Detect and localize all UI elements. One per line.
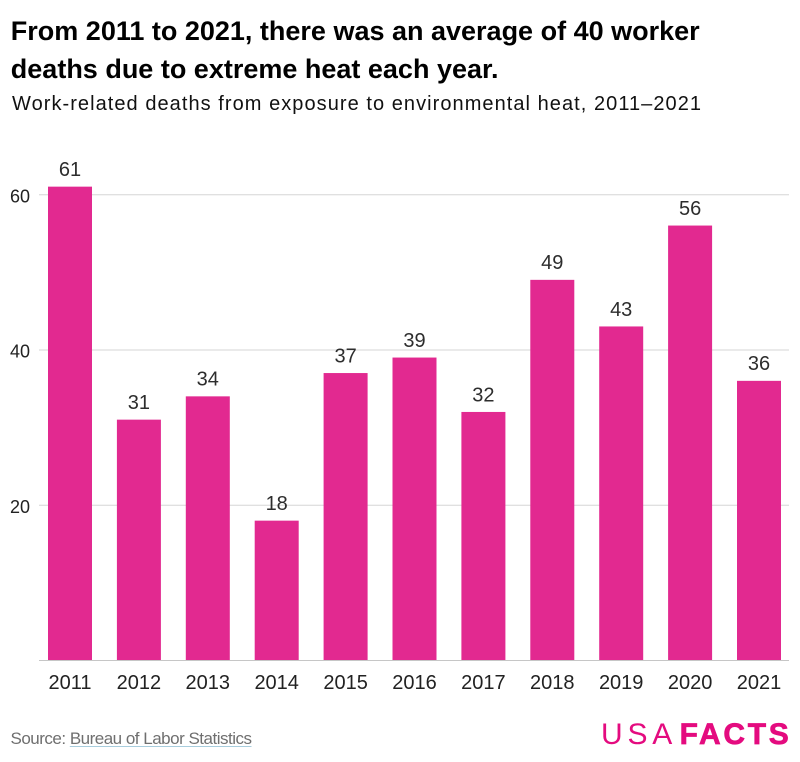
svg-text:2012: 2012 [117, 672, 162, 694]
svg-text:37: 37 [334, 345, 356, 367]
svg-text:43: 43 [610, 299, 632, 321]
svg-text:34: 34 [197, 369, 219, 391]
svg-text:2016: 2016 [392, 672, 437, 694]
svg-text:31: 31 [128, 392, 150, 414]
svg-text:60: 60 [10, 186, 30, 206]
svg-text:2011: 2011 [48, 672, 91, 694]
svg-text:40: 40 [10, 342, 30, 362]
svg-text:2014: 2014 [254, 672, 299, 694]
svg-text:36: 36 [748, 353, 770, 375]
svg-text:61: 61 [59, 159, 81, 181]
svg-text:20: 20 [10, 497, 30, 517]
svg-text:2018: 2018 [530, 672, 575, 694]
svg-text:2017: 2017 [461, 672, 506, 694]
svg-text:18: 18 [266, 493, 288, 515]
svg-text:2020: 2020 [668, 672, 713, 694]
svg-text:2013: 2013 [186, 672, 231, 694]
svg-text:39: 39 [403, 330, 425, 352]
svg-text:49: 49 [541, 252, 563, 274]
svg-text:2015: 2015 [323, 672, 368, 694]
svg-text:32: 32 [472, 384, 494, 406]
svg-text:2019: 2019 [599, 672, 644, 694]
svg-text:2021: 2021 [737, 672, 782, 694]
svg-text:56: 56 [679, 198, 701, 220]
